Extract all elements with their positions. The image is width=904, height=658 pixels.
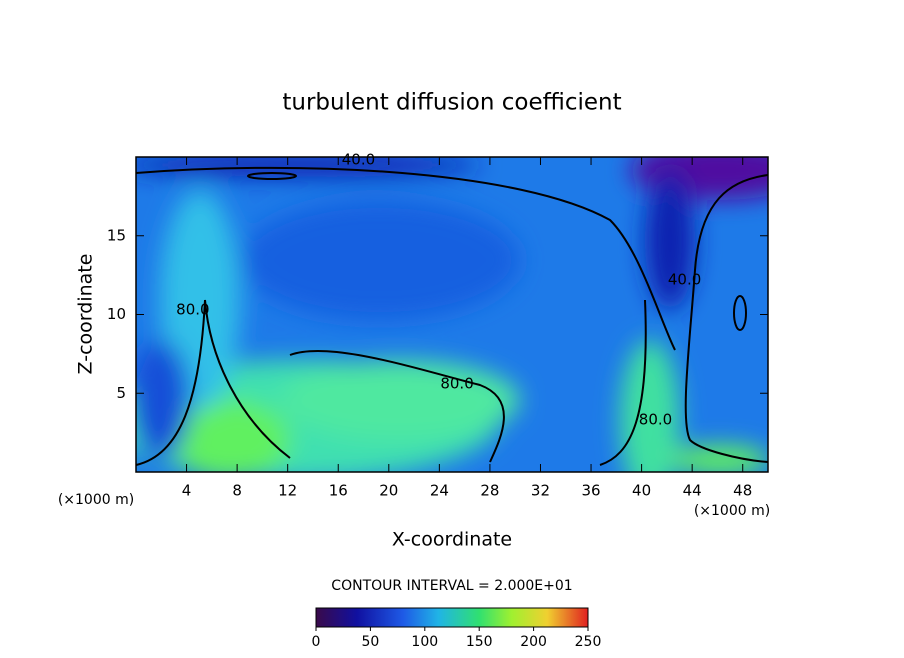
colorbar-tick-label: 100 (411, 634, 438, 650)
contour-label: 40.0 (342, 151, 375, 169)
x-unit: (×1000 m) (694, 503, 770, 519)
colorbar-tick-label: 50 (361, 634, 379, 650)
colorbar (315, 607, 589, 628)
contour-label: 80.0 (639, 411, 672, 429)
x-tick-label: 24 (430, 482, 449, 500)
x-tick-label: 20 (379, 482, 398, 500)
x-tick-label: 4 (182, 482, 192, 500)
x-tick-label: 12 (278, 482, 297, 500)
y-tick-label: 5 (116, 384, 126, 402)
x-tick-label: 8 (232, 482, 242, 500)
x-axis-label: X-coordinate (392, 529, 512, 551)
x-tick-label: 36 (581, 482, 600, 500)
colorbar-tick-label: 0 (312, 634, 321, 650)
x-tick-label: 40 (632, 482, 651, 500)
y-axis-label: Z-coordinate (75, 254, 97, 375)
x-tick-label: 32 (531, 482, 550, 500)
x-tick-label: 44 (683, 482, 702, 500)
contour-label: 80.0 (176, 300, 209, 318)
x-tick-label: 28 (480, 482, 499, 500)
y-unit: (×1000 m) (58, 492, 134, 508)
x-tick-label: 16 (329, 482, 348, 500)
colorbar-tick-label: 150 (466, 634, 493, 650)
contour-label: 40.0 (668, 270, 701, 288)
y-tick-label: 15 (107, 226, 126, 244)
colorbar-tick-label: 250 (575, 634, 602, 650)
chart-title: turbulent diffusion coefficient (282, 90, 621, 116)
colorbar-tick-label: 200 (520, 634, 547, 650)
contour-interval: CONTOUR INTERVAL = 2.000E+01 (331, 578, 572, 594)
contour-field (136, 157, 768, 472)
x-tick-label: 48 (733, 482, 752, 500)
y-tick-label: 10 (107, 305, 126, 323)
contour-label: 80.0 (440, 374, 473, 392)
